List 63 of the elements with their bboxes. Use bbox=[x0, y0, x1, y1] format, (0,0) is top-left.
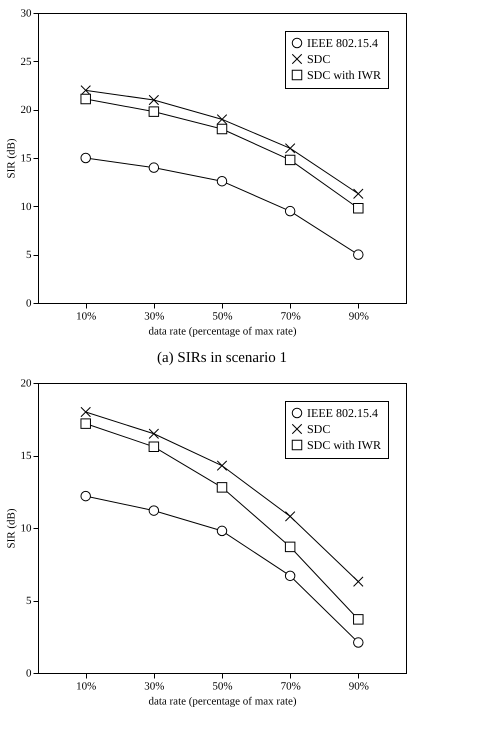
text: (a) SIRs in scenario 1 bbox=[157, 350, 287, 366]
point bbox=[353, 249, 364, 260]
y-tick-label: 10 bbox=[20, 200, 32, 213]
point bbox=[284, 143, 296, 154]
y-tick-label: 5 bbox=[26, 595, 32, 607]
y-axis-title: SIR (dB) bbox=[6, 508, 18, 549]
legend-label: SDC bbox=[307, 52, 330, 66]
point bbox=[284, 154, 296, 166]
x-tick-label: 10% bbox=[76, 680, 96, 692]
legend-label: IEEE 802.15.4 bbox=[307, 36, 378, 50]
y-tick-label: 25 bbox=[20, 56, 32, 68]
y-tick-label: 20 bbox=[20, 378, 32, 390]
y-tick-label: 0 bbox=[26, 668, 32, 680]
y-axis-title: SIR (dB) bbox=[6, 138, 18, 179]
x-tick-label: 10% bbox=[76, 310, 96, 322]
legend-label: IEEE 802.15.4 bbox=[307, 406, 378, 420]
point bbox=[353, 576, 364, 587]
x-tick-label: 70% bbox=[280, 680, 301, 692]
point bbox=[284, 206, 296, 216]
y-tick-label: 15 bbox=[20, 152, 32, 164]
y-tick-label: 15 bbox=[20, 450, 32, 462]
legend-label: SDC with IWR bbox=[307, 68, 382, 82]
point bbox=[80, 418, 91, 429]
point bbox=[80, 490, 91, 502]
y-tick-label: 5 bbox=[26, 249, 32, 262]
point bbox=[216, 482, 228, 493]
point bbox=[148, 505, 160, 516]
point bbox=[353, 188, 364, 200]
point bbox=[216, 460, 228, 471]
point bbox=[284, 570, 296, 582]
point bbox=[353, 614, 364, 625]
x-tick-label: 30% bbox=[144, 310, 164, 322]
point bbox=[148, 94, 160, 106]
legend-label: SDC with IWR bbox=[307, 438, 382, 452]
point bbox=[80, 85, 91, 96]
point bbox=[80, 406, 91, 418]
point bbox=[80, 94, 91, 104]
point bbox=[80, 152, 91, 164]
x-tick-label: 50% bbox=[212, 310, 233, 322]
x-axis-title: data rate (percentage of max rate) bbox=[148, 326, 297, 338]
point bbox=[216, 124, 228, 134]
y-tick-label: 0 bbox=[26, 298, 32, 310]
point bbox=[148, 428, 160, 439]
point bbox=[284, 511, 296, 522]
point bbox=[148, 106, 160, 117]
y-tick-label: 20 bbox=[20, 104, 32, 116]
point bbox=[353, 203, 364, 214]
legend-label: SDC bbox=[307, 422, 330, 436]
point bbox=[216, 526, 228, 536]
point bbox=[148, 442, 160, 452]
point bbox=[148, 162, 160, 173]
y-tick-label: 10 bbox=[20, 522, 32, 534]
x-tick-label: 90% bbox=[348, 680, 369, 692]
x-tick-label: 70% bbox=[280, 310, 301, 322]
x-tick-label: 30% bbox=[144, 680, 164, 692]
x-tick-label: 90% bbox=[348, 310, 369, 322]
point bbox=[353, 637, 364, 648]
point bbox=[216, 176, 228, 186]
x-tick-label: 50% bbox=[212, 680, 233, 692]
point bbox=[284, 542, 296, 552]
x-axis-title: data rate (percentage of max rate) bbox=[148, 696, 297, 708]
y-tick-label: 30 bbox=[20, 8, 32, 20]
point bbox=[216, 114, 228, 125]
